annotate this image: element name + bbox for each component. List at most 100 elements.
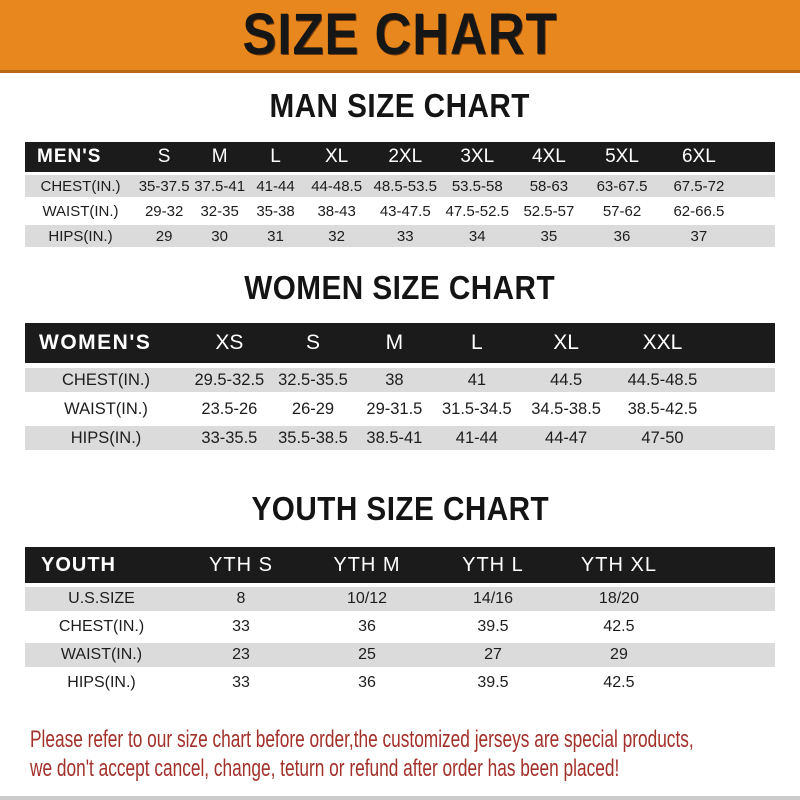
size-col-header: 5XL [605,146,639,167]
row-filler [712,426,775,450]
size-value: 29 [155,227,173,245]
size-chart-banner: SIZE CHART [0,0,800,73]
order-policy-line-1: Please refer to our size chart before or… [30,726,694,753]
size-value: 8 [236,590,246,607]
size-col-header: 6XL [681,146,716,167]
size-value: 57-62 [602,202,642,220]
size-value: 14/16 [472,590,513,607]
row-filler [682,615,775,639]
size-col-header: XS [215,331,244,354]
women-hips-row: HIPS(IN.) 33-35.5 35.5-38.5 38.5-41 41-4… [25,426,775,450]
size-value: 27 [484,646,502,663]
youth-hips-row: HIPS(IN.) 33 36 39.5 42.5 [25,671,775,695]
size-col-header: 4XL [531,146,566,167]
row-filler [738,225,775,247]
size-value: 33 [232,618,250,635]
size-value: 67.5-72 [673,177,725,195]
size-value: 35-38 [256,202,295,220]
size-value: 35 [540,227,558,245]
size-col-header: XL [325,146,349,167]
banner-title: SIZE CHART [242,2,558,67]
size-col-header: XXL [642,331,683,354]
size-value: 36 [613,227,631,245]
size-value: 44.5 [550,370,583,389]
row-filler [682,671,775,695]
youth-waist-row: WAIST(IN.) 23 25 27 29 [25,643,775,667]
size-col-header: YTH L [462,553,524,576]
men-hips-row: HIPS(IN.) 29 30 31 32 33 34 35 36 37 [25,225,775,247]
size-col-header: M [211,146,228,167]
size-value: 53.5-58 [451,177,503,195]
size-col-header: YTH XL [580,553,657,576]
size-value: 10/12 [346,590,387,607]
women-header-row: WOMEN'S XS S M L XL XXL [25,323,775,363]
order-policy-line-2: we don't accept cancel, change, teturn o… [30,755,620,782]
man-section-heading-wrap: MAN SIZE CHART [0,88,800,124]
size-value: 37 [690,227,708,245]
row-filler [682,587,775,611]
size-value: 32.5-35.5 [278,370,348,389]
size-col-header: 2XL [388,146,423,167]
size-col-header: S [157,146,171,167]
man-section-heading: MAN SIZE CHART [269,87,531,124]
order-policy-note: Please refer to our size chart before or… [0,725,800,783]
size-value: 31.5-34.5 [442,399,512,418]
size-value: 37.5-41 [194,177,246,195]
size-col-header: XL [553,331,579,354]
row-filler [738,175,775,197]
size-value: 38.5-41 [366,428,423,447]
size-value: 42.5 [603,674,635,691]
size-value: 41-44 [256,177,295,195]
women-table-title: WOMEN'S [39,331,152,354]
men-header-row: MEN'S S M L XL 2XL 3XL 4XL 5XL 6XL [25,142,775,172]
size-value: 30 [211,227,228,245]
size-value: 29.5-32.5 [194,370,265,389]
row-label: WAIST(IN.) [42,202,119,220]
size-value: 29-31.5 [366,399,423,418]
size-value: 35.5-38.5 [278,428,348,447]
size-value: 41-44 [455,428,498,447]
size-value: 25 [358,646,376,663]
size-col-header: 3XL [460,146,495,167]
size-value: 31 [267,227,284,245]
size-value: 47.5-52.5 [445,202,509,220]
size-value: 33-35.5 [201,428,258,447]
size-value: 33 [396,227,414,245]
size-col-header: YTH S [209,553,273,576]
size-value: 44.5-48.5 [627,370,698,389]
size-value: 39.5 [477,674,509,691]
row-filler [738,200,775,222]
size-value: 32 [328,227,345,245]
row-label: CHEST(IN.) [62,370,150,389]
women-section-heading: WOMEN SIZE CHART [244,269,556,306]
size-value: 58-63 [529,177,569,195]
size-value: 26-29 [291,399,335,418]
size-value: 29-32 [144,202,184,220]
youth-section-heading: YOUTH SIZE CHART [251,490,549,527]
row-label: WAIST(IN.) [64,399,148,418]
size-value: 36 [358,618,376,635]
size-value: 18/20 [598,590,639,607]
size-value: 62-66.5 [673,202,725,220]
row-filler [682,643,775,667]
men-table-title: MEN'S [37,146,102,167]
size-col-header: L [270,146,281,167]
row-label: HIPS(IN.) [48,227,113,245]
women-section-heading-wrap: WOMEN SIZE CHART [0,270,800,306]
size-value: 63-67.5 [596,177,648,195]
size-col-header: S [305,331,320,354]
size-value: 38 [385,370,404,389]
women-chest-row: CHEST(IN.) 29.5-32.5 32.5-35.5 38 41 44.… [25,368,775,392]
row-label: CHEST(IN.) [40,177,121,195]
size-value: 52.5-57 [523,202,575,220]
men-waist-row: WAIST(IN.) 29-32 32-35 35-38 38-43 43-47… [25,200,775,222]
row-label: WAIST(IN.) [60,646,143,663]
size-value: 44-48.5 [311,177,363,195]
size-value: 33 [232,674,250,691]
header-filler [738,142,775,172]
youth-size-table: YOUTH YTH S YTH M YTH L YTH XL U.S.SIZE … [25,543,775,699]
size-col-header: M [385,331,404,354]
row-label: CHEST(IN.) [58,618,145,635]
youth-chest-row: CHEST(IN.) 33 36 39.5 42.5 [25,615,775,639]
size-value: 39.5 [477,618,509,635]
